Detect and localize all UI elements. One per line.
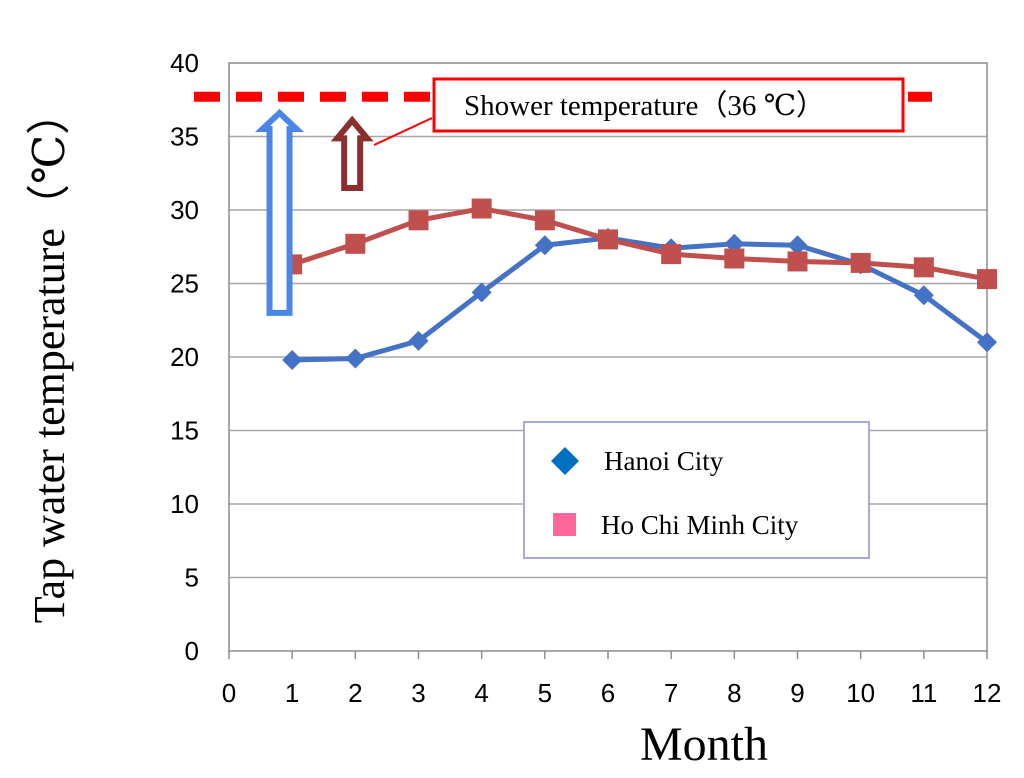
series-line <box>291 206 988 282</box>
data-point-marker <box>471 282 492 303</box>
series-ho-chi-minh-city <box>282 198 997 290</box>
x-tick-label-7: 7 <box>664 678 678 708</box>
y-tick-label-30: 30 <box>170 195 199 225</box>
x-tick-label-10: 10 <box>846 678 875 708</box>
y-tick-label-15: 15 <box>170 416 199 446</box>
hcmc-gap-arrow <box>330 115 374 191</box>
legend-box <box>523 421 870 559</box>
data-point-marker <box>661 244 682 265</box>
data-point-marker <box>977 269 997 290</box>
x-tick-label-4: 4 <box>474 678 488 708</box>
x-tick-marks <box>228 651 988 659</box>
data-point-marker <box>724 248 745 269</box>
data-point-marker <box>787 251 808 272</box>
data-point-marker <box>471 198 492 219</box>
x-tick-label-12: 12 <box>973 678 1002 708</box>
x-tick-label-9: 9 <box>790 678 804 708</box>
x-tick-label-1: 1 <box>285 678 299 708</box>
data-point-marker <box>598 229 618 250</box>
data-point-marker <box>345 348 366 369</box>
data-point-marker <box>913 257 934 278</box>
y-tick-label-35: 35 <box>170 122 199 152</box>
x-tick-label-2: 2 <box>348 678 362 708</box>
y-tick-label-25: 25 <box>170 269 199 299</box>
y-tick-label-0: 0 <box>185 636 199 666</box>
data-point-marker <box>787 235 808 256</box>
data-point-marker <box>345 233 366 254</box>
legend-diamond-icon <box>551 447 579 475</box>
y-tick-labels: 0 5 10 15 20 25 30 35 40 <box>170 48 199 666</box>
data-point-marker <box>850 252 871 273</box>
data-point-marker <box>408 210 429 231</box>
hanoi-gap-arrow <box>254 108 305 316</box>
data-series <box>282 198 997 370</box>
data-point-marker <box>913 285 934 306</box>
annotation-box <box>432 77 905 133</box>
gap-arrows <box>254 108 374 316</box>
x-tick-label-11: 11 <box>910 678 937 708</box>
annotation-label: Shower temperature（36 ℃） <box>464 90 825 122</box>
legend-label-hanoi: Hanoi City <box>604 446 724 476</box>
series-line <box>292 235 989 363</box>
x-tick-labels: 0 1 2 3 4 5 6 7 8 9 10 11 12 <box>222 678 1002 708</box>
data-point-marker <box>408 330 429 351</box>
x-tick-label-0: 0 <box>222 678 236 708</box>
annotation-leader-line <box>373 117 433 146</box>
y-tick-label-5: 5 <box>185 563 199 593</box>
x-axis-title: Month <box>640 718 768 771</box>
legend-label-hcmc: Ho Chi Minh City <box>601 510 799 540</box>
y-tick-label-20: 20 <box>170 342 199 372</box>
x-tick-label-8: 8 <box>727 678 741 708</box>
data-point-marker <box>977 332 997 353</box>
x-tick-label-6: 6 <box>601 678 615 708</box>
x-tick-label-5: 5 <box>538 678 552 708</box>
y-tick-label-40: 40 <box>170 48 199 78</box>
data-point-marker <box>282 349 303 370</box>
y-axis-title: Tap water temperature（℃） <box>25 91 74 623</box>
data-point-marker <box>534 210 555 231</box>
data-point-marker <box>534 235 555 256</box>
x-tick-label-3: 3 <box>411 678 425 708</box>
y-tick-label-10: 10 <box>170 489 199 519</box>
legend-square-icon <box>553 513 576 536</box>
